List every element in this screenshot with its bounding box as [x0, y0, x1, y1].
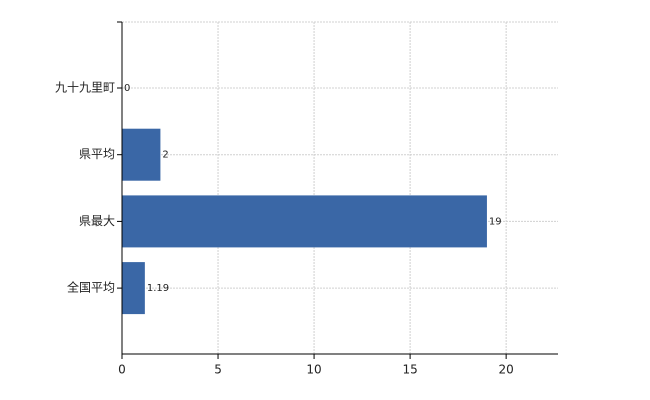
bar [122, 262, 145, 315]
x-tick-label: 0 [118, 363, 126, 377]
y-tick-label: 県平均 [79, 147, 115, 161]
value-label: 0 [124, 83, 130, 94]
value-label: 19 [489, 216, 502, 227]
value-label: 2 [162, 150, 168, 161]
value-label: 1.19 [147, 283, 169, 294]
y-tick-label: 全国平均 [67, 280, 115, 295]
x-tick-label: 20 [499, 363, 514, 377]
y-tick-label: 県最大 [79, 214, 115, 228]
bar [122, 195, 487, 248]
x-tick-label: 15 [402, 363, 417, 377]
y-tick-label: 九十九里町 [55, 81, 115, 95]
x-tick-label: 5 [214, 363, 222, 377]
bar [122, 128, 161, 181]
x-tick-label: 10 [306, 363, 321, 377]
